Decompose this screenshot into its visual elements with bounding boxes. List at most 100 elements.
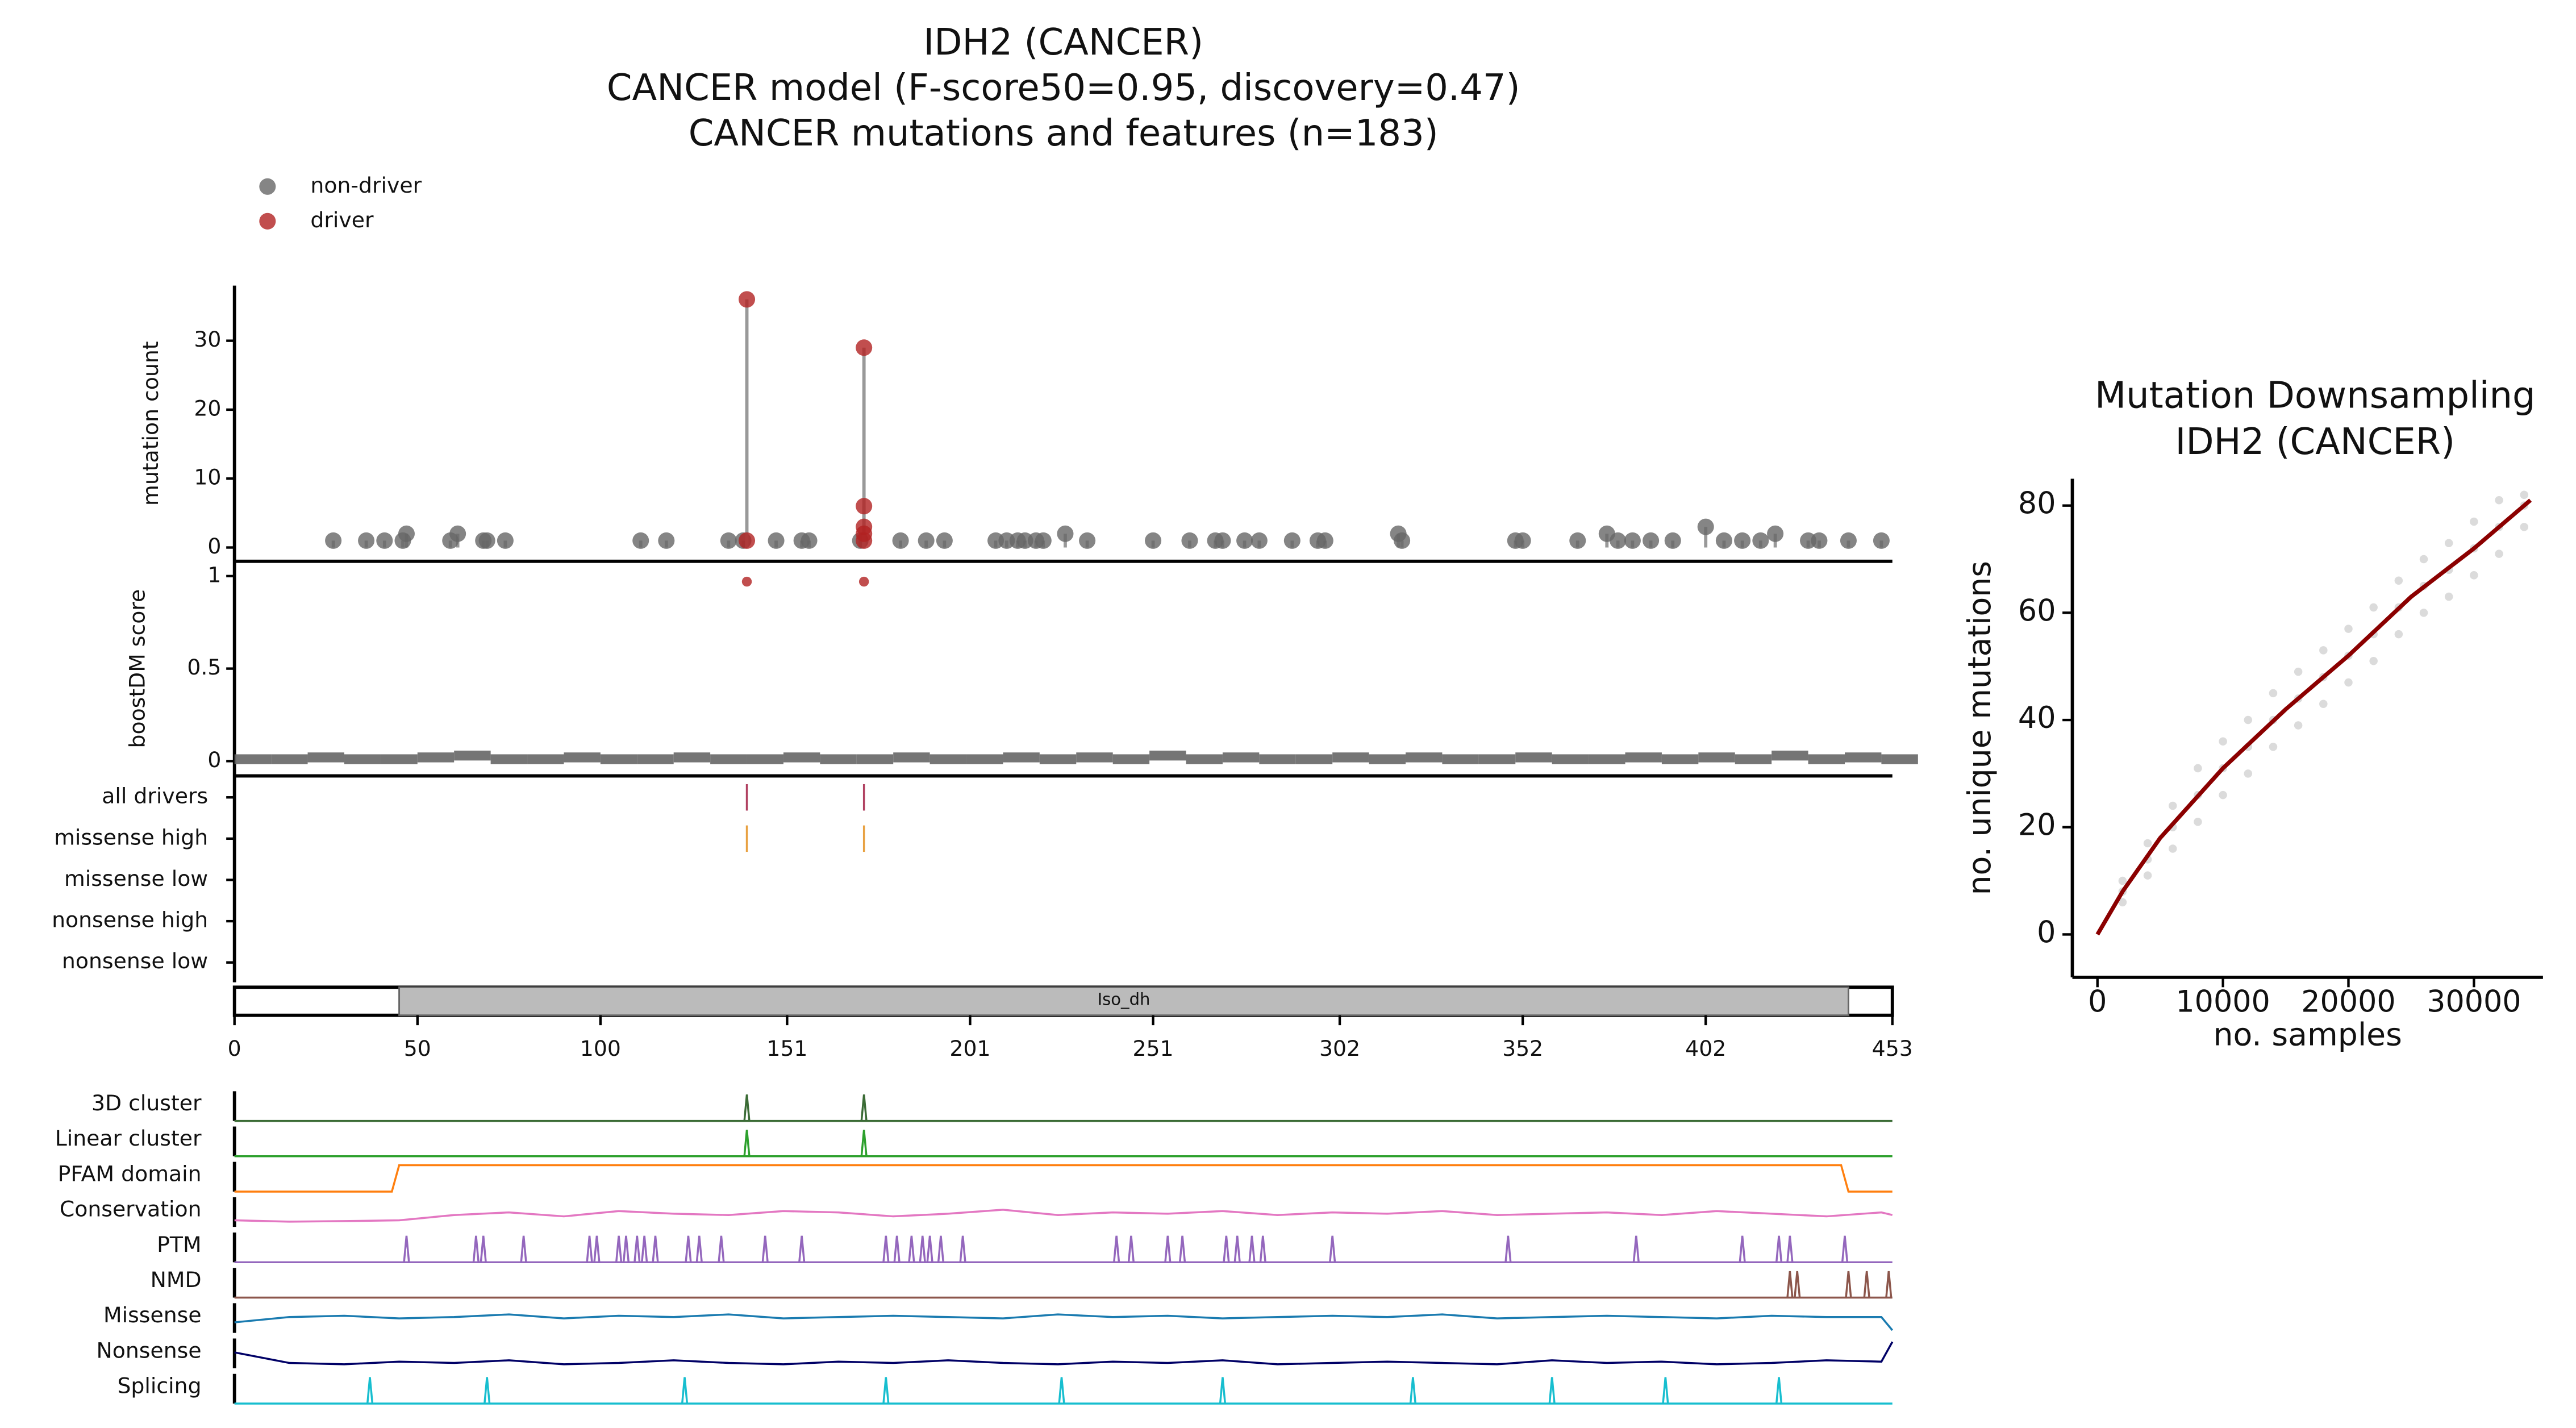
mutation-point (1214, 532, 1231, 549)
mutation-point (1569, 532, 1586, 549)
mutation-point (1316, 532, 1333, 549)
feature-peak (681, 1377, 689, 1404)
sample-point (2394, 630, 2403, 639)
feature-peak (1775, 1377, 1783, 1404)
sample-point (2344, 625, 2353, 633)
feature-peak (1739, 1235, 1746, 1263)
feature-peak (652, 1235, 659, 1263)
score-band (710, 754, 747, 764)
feature-peak (520, 1235, 527, 1263)
mutation-point (1514, 532, 1531, 549)
feature-peak (1259, 1235, 1266, 1263)
sample-point (2495, 496, 2503, 505)
feature-label: 3D cluster (91, 1090, 202, 1115)
track-label: missense high (54, 825, 208, 850)
y-tick-label: 30 (194, 327, 221, 352)
y-tick-label: 0.5 (187, 655, 221, 680)
feature-peak (1662, 1377, 1669, 1404)
x-tick-label: 251 (1132, 1036, 1173, 1061)
feature-peak (718, 1235, 725, 1263)
y-tick-label: 10 (194, 465, 221, 490)
score-band (234, 754, 272, 764)
sample-point (2244, 769, 2253, 778)
legend-label: non-driver (310, 173, 422, 198)
feature-peak (1127, 1235, 1135, 1263)
score-band (490, 754, 528, 764)
y-tick-label: 20 (2018, 808, 2056, 843)
sample-point (2118, 876, 2127, 885)
sample-point (2294, 721, 2303, 730)
score-band (820, 754, 857, 764)
score-band (1149, 750, 1186, 761)
score-band (1515, 752, 1552, 763)
score-band (600, 754, 637, 764)
mutation-point (658, 532, 675, 549)
score-band (1625, 752, 1662, 763)
feature-line (234, 1313, 1894, 1331)
feature-peak (860, 1094, 868, 1121)
feature-line (234, 1341, 1894, 1365)
feature-peak (1233, 1235, 1241, 1263)
sample-point (2344, 678, 2353, 687)
feature-peak (695, 1235, 703, 1263)
mutation-point (1251, 532, 1268, 549)
feature-peak (593, 1235, 601, 1263)
score-band (564, 752, 601, 763)
y-tick-label: 0 (207, 747, 221, 772)
feature-peak (1632, 1235, 1640, 1263)
x-axis-label: no. samples (2213, 1017, 2402, 1054)
sample-point (2419, 609, 2428, 617)
x-tick-label: 0 (228, 1036, 241, 1061)
feature-peak (586, 1235, 593, 1263)
feature-peak (1885, 1271, 1893, 1298)
feature-peak (685, 1235, 692, 1263)
trend-line (2095, 498, 2532, 936)
score-band (637, 754, 674, 764)
x-tick-label: 151 (766, 1036, 807, 1061)
feature-peak (1786, 1235, 1794, 1263)
legend-marker (259, 213, 276, 230)
mutation-point (738, 291, 756, 308)
score-band (856, 754, 894, 764)
feature-peak (633, 1235, 641, 1263)
feature-label: NMD (151, 1267, 202, 1292)
feature-peak (615, 1235, 623, 1263)
feature-peak (926, 1235, 933, 1263)
score-band (747, 754, 783, 764)
feature-line (234, 1209, 1893, 1223)
sample-point (2319, 700, 2328, 709)
feature-peak (1786, 1271, 1794, 1298)
mutation-point (1715, 532, 1732, 549)
feature-peak (908, 1235, 915, 1263)
mutation-point (1181, 532, 1198, 549)
mutation-point (1079, 532, 1096, 549)
mutation-point (1873, 532, 1890, 549)
feature-peak (1058, 1377, 1065, 1404)
mutation-point (856, 532, 873, 549)
track-label: nonsense low (62, 948, 208, 973)
feature-peak (1794, 1271, 1801, 1298)
sample-point (2319, 646, 2328, 655)
score-band (1661, 754, 1699, 764)
domain (398, 986, 1849, 1017)
mutation-point (856, 498, 873, 515)
y-tick-label: 80 (2018, 486, 2056, 521)
score-band (1332, 752, 1369, 763)
score-band (1186, 754, 1223, 764)
mutation-point (936, 532, 953, 549)
legend-marker (259, 178, 276, 195)
sample-point (2269, 689, 2278, 698)
sample-point (2369, 657, 2378, 665)
mutation-point (1610, 532, 1627, 549)
feature-peak (1329, 1235, 1336, 1263)
sample-point (2168, 801, 2177, 810)
mutation-point (1767, 525, 1784, 542)
sample-point (2269, 742, 2278, 751)
feature-peak (641, 1235, 648, 1263)
y-tick-label: 20 (194, 395, 221, 421)
sample-point (2219, 790, 2227, 800)
feature-peak (1178, 1235, 1186, 1263)
mutation-point (892, 532, 909, 549)
feature-peak (366, 1377, 374, 1404)
feature-peak (622, 1235, 630, 1263)
